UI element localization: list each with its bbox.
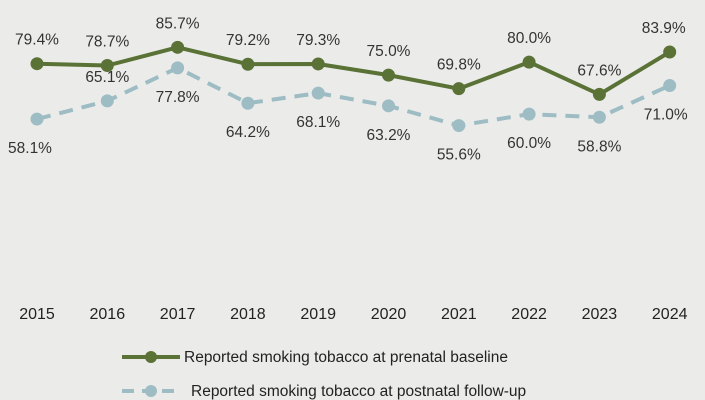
point-prenatal-2024 (663, 45, 677, 59)
point-prenatal-2020 (382, 68, 395, 82)
point-prenatal-2023 (592, 87, 606, 101)
point-postnatal-2019 (311, 86, 325, 100)
point-postnatal-2015 (30, 112, 44, 126)
point-postnatal-2022 (522, 107, 536, 121)
x-tick-2021: 2021 (441, 306, 477, 323)
point-postnatal-2023 (592, 110, 606, 124)
data-label-postnatal-2018: 64.2% (226, 124, 270, 141)
data-label-postnatal-2024: 71.0% (644, 107, 688, 124)
x-tick-2023: 2023 (582, 306, 618, 323)
data-label-prenatal-2021: 69.8% (437, 57, 481, 74)
series-layer (30, 40, 677, 133)
data-label-postnatal-2016: 65.1% (85, 69, 129, 86)
data-labels: 79.4% 78.7% 85.7% 79.2% 79.3% 75.0% 69.8% 80.0%… (8, 15, 688, 163)
legend: Reported smoking tobacco at prenatal bas… (122, 349, 526, 400)
data-label-postnatal-2019: 68.1% (296, 114, 340, 131)
x-tick-2022: 2022 (511, 306, 547, 323)
data-label-prenatal-2019: 79.3% (296, 32, 340, 49)
data-label-prenatal-2024: 83.9% (642, 20, 686, 37)
point-prenatal-2016 (100, 59, 114, 73)
point-postnatal-2016 (100, 94, 114, 108)
data-label-prenatal-2016: 78.7% (85, 34, 129, 51)
legend-label-postnatal: Reported smoking tobacco at postnatal fo… (191, 383, 526, 400)
point-prenatal-2022 (522, 55, 536, 69)
data-label-postnatal-2022: 60.0% (507, 135, 551, 152)
x-tick-2016: 2016 (90, 306, 126, 323)
legend-marker-prenatal (145, 351, 157, 363)
x-tick-2017: 2017 (160, 306, 196, 323)
series-line-prenatal (36, 45, 671, 97)
data-label-prenatal-2023: 67.6% (577, 62, 621, 79)
x-tick-2020: 2020 (371, 306, 407, 323)
data-label-postnatal-2020: 63.2% (367, 127, 411, 144)
series-line-postnatal (36, 65, 671, 128)
data-label-prenatal-2017: 85.7% (156, 15, 200, 32)
point-postnatal-2018 (241, 96, 255, 110)
legend-label-prenatal: Reported smoking tobacco at prenatal bas… (184, 349, 508, 366)
data-label-postnatal-2021: 55.6% (437, 147, 481, 164)
x-tick-2018: 2018 (230, 306, 266, 323)
point-prenatal-2015 (30, 57, 44, 71)
data-label-prenatal-2015: 79.4% (15, 32, 59, 49)
point-prenatal-2018 (241, 57, 255, 71)
point-postnatal-2017 (171, 61, 185, 75)
point-prenatal-2019 (311, 57, 325, 71)
data-label-postnatal-2023: 58.8% (577, 138, 621, 155)
data-label-prenatal-2020: 75.0% (367, 43, 411, 60)
legend-item-prenatal: Reported smoking tobacco at prenatal bas… (122, 349, 508, 366)
point-postnatal-2021 (452, 119, 466, 133)
x-tick-2015: 2015 (19, 306, 55, 323)
x-tick-2019: 2019 (300, 306, 336, 323)
x-axis: 2015 2016 2017 2018 2019 2020 2021 2022 2023 2024 (19, 306, 687, 323)
data-label-prenatal-2022: 80.0% (507, 30, 551, 47)
legend-marker-postnatal (145, 385, 157, 397)
point-prenatal-2021 (452, 82, 466, 96)
point-postnatal-2020 (382, 99, 395, 113)
x-tick-2024: 2024 (652, 306, 688, 323)
data-label-postnatal-2017: 77.8% (156, 89, 200, 106)
point-prenatal-2017 (171, 40, 185, 54)
data-label-prenatal-2018: 79.2% (226, 32, 270, 49)
point-postnatal-2024 (663, 79, 677, 93)
legend-item-postnatal: Reported smoking tobacco at postnatal fo… (122, 383, 526, 400)
data-label-postnatal-2015: 58.1% (8, 140, 52, 157)
